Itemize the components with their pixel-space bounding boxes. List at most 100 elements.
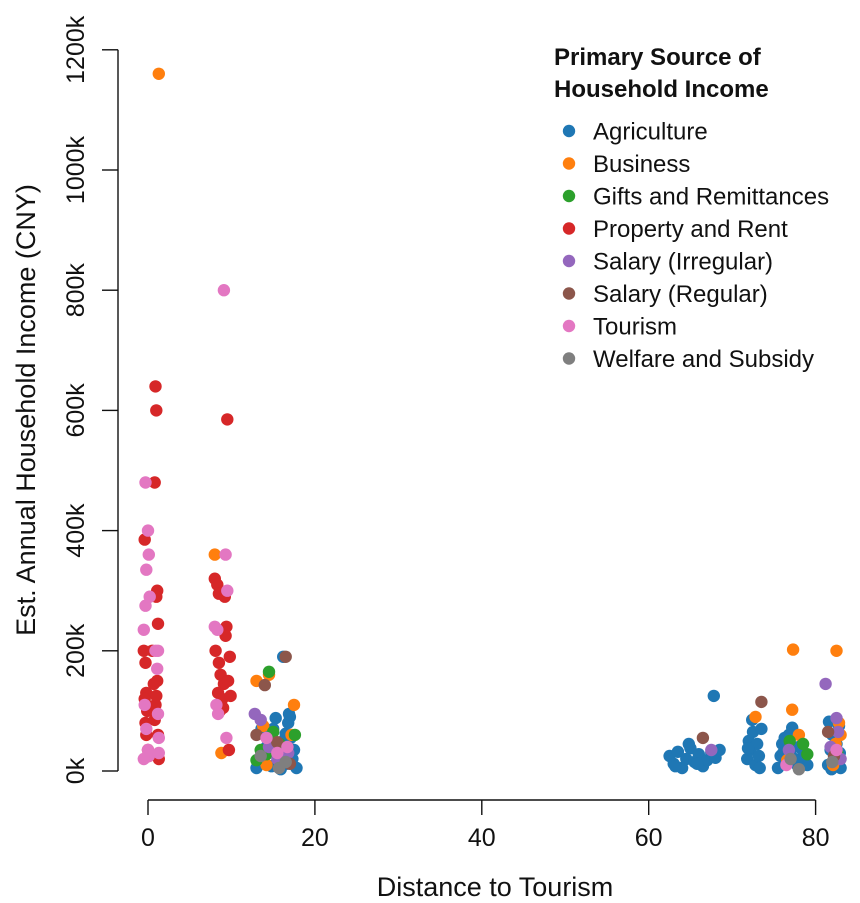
data-point-salary-regular--5 [696, 731, 710, 745]
legend-label: Salary (Regular) [593, 281, 768, 308]
x-axis-title: Distance to Tourism [377, 872, 614, 902]
data-point-tourism-27 [271, 746, 284, 760]
data-point-property-and-rent-12 [149, 380, 162, 393]
data-point-welfare-and-subsidy-1 [279, 755, 292, 769]
legend-label: Property and Rent [593, 216, 788, 243]
legend-swatch [562, 254, 576, 268]
data-point-salary-regular--1 [279, 650, 292, 663]
data-point-business-10 [786, 643, 800, 656]
data-point-tourism-10 [137, 752, 150, 766]
data-point-salary-irregular--1 [254, 713, 267, 727]
data-point-tourism-19 [211, 623, 224, 636]
data-point-gifts-and-remittances-5 [288, 728, 302, 742]
data-point-salary-irregular--10 [831, 725, 845, 739]
data-point-salary-regular--3 [271, 736, 284, 749]
data-point-agriculture-48 [752, 749, 766, 763]
x-tick-label: 80 [802, 824, 830, 852]
data-point-salary-irregular--5 [705, 743, 718, 757]
data-point-property-and-rent-32 [209, 644, 222, 657]
data-point-tourism-24 [211, 707, 225, 721]
data-point-gifts-and-remittances-7 [796, 737, 810, 751]
data-point-agriculture-27 [671, 745, 685, 758]
data-point-property-and-rent-11 [148, 476, 161, 489]
data-point-agriculture-41 [690, 757, 704, 770]
y-tick-label: 1200k [62, 15, 90, 84]
legend-label: Tourism [593, 314, 677, 341]
data-point-agriculture-39 [707, 689, 720, 703]
data-point-salary-regular--2 [250, 728, 263, 742]
data-point-agriculture-49 [755, 722, 768, 736]
data-point-tourism-4 [142, 548, 155, 561]
data-point-tourism-28 [281, 740, 294, 754]
data-point-property-and-rent-18 [151, 674, 164, 688]
data-point-property-and-rent-2 [139, 656, 152, 669]
legend-label: Agriculture [593, 119, 708, 146]
legend-swatch [562, 222, 576, 235]
data-point-agriculture-38 [682, 737, 695, 751]
data-point-property-and-rent-16 [151, 617, 165, 630]
legend: Primary Source of Household Income Agricul… [554, 44, 829, 373]
data-point-welfare-and-subsidy-4 [792, 763, 806, 776]
data-point-tourism-0 [137, 623, 150, 636]
axes-layer: 0k 200k 400k 600k 800k 1000k 1200k 0 20 40 60 80 [62, 15, 830, 852]
data-point-business-1 [208, 548, 221, 561]
data-point-gifts-and-remittances-10 [783, 734, 796, 748]
data-point-tourism-22 [221, 584, 234, 597]
points-layer [137, 67, 847, 776]
data-point-gifts-and-remittances-8 [801, 748, 814, 761]
data-point-salary-regular--6 [755, 695, 768, 709]
data-point-tourism-11 [139, 476, 152, 489]
data-point-gifts-and-remittances-0 [262, 665, 276, 678]
legend-label: Gifts and Remittances [593, 184, 829, 211]
data-point-welfare-and-subsidy-5 [826, 755, 839, 769]
data-point-tourism-5 [143, 590, 156, 603]
data-point-tourism-30 [830, 743, 843, 757]
data-point-tourism-6 [138, 698, 151, 712]
data-point-tourism-20 [217, 284, 231, 297]
legend-swatch [562, 287, 576, 300]
y-tick-label: 600k [62, 383, 90, 438]
y-axis-title: Est. Annual Household Income (CNY) [11, 184, 41, 636]
data-point-property-and-rent-29 [221, 413, 234, 426]
data-point-property-and-rent-13 [150, 404, 163, 417]
y-tick-label: 1000k [62, 135, 90, 204]
data-point-tourism-3 [141, 524, 155, 537]
data-point-tourism-14 [151, 707, 165, 721]
data-point-property-and-rent-40 [224, 689, 237, 703]
data-point-business-14 [830, 644, 843, 657]
data-point-tourism-16 [149, 644, 162, 657]
data-point-agriculture-6 [269, 711, 282, 725]
legend-swatch [562, 189, 576, 203]
data-point-welfare-and-subsidy-3 [784, 752, 797, 766]
data-point-business-8 [260, 758, 273, 772]
legend-swatch [562, 157, 576, 170]
legend-label: Business [593, 151, 690, 178]
legend-title: Primary Source of [554, 44, 762, 71]
data-point-business-9 [749, 710, 762, 724]
data-point-agriculture-51 [753, 761, 766, 775]
data-point-welfare-and-subsidy-2 [254, 749, 267, 763]
data-point-property-and-rent-37 [221, 674, 235, 688]
data-point-business-6 [287, 698, 301, 712]
legend-swatch [562, 124, 576, 138]
legend-label: Welfare and Subsidy [593, 346, 814, 373]
x-tick-label: 40 [468, 824, 496, 852]
y-tick-label: 800k [62, 263, 90, 318]
data-point-business-0 [152, 67, 165, 81]
data-point-property-and-rent-24 [150, 689, 163, 703]
y-tick-label: 200k [62, 623, 90, 678]
data-point-salary-regular--0 [258, 678, 271, 692]
data-point-agriculture-40 [669, 760, 682, 773]
data-point-salary-irregular--9 [830, 711, 843, 725]
y-tick-label: 0k [62, 757, 90, 784]
data-point-tourism-21 [219, 548, 232, 561]
data-point-property-and-rent-33 [212, 656, 226, 669]
data-point-business-11 [786, 703, 799, 716]
data-point-tourism-25 [220, 731, 233, 745]
legend-swatch [562, 319, 576, 333]
data-point-tourism-17 [152, 746, 165, 760]
data-point-property-and-rent-42 [222, 743, 236, 757]
data-point-salary-irregular--7 [819, 677, 832, 691]
x-tick-label: 60 [635, 824, 663, 852]
